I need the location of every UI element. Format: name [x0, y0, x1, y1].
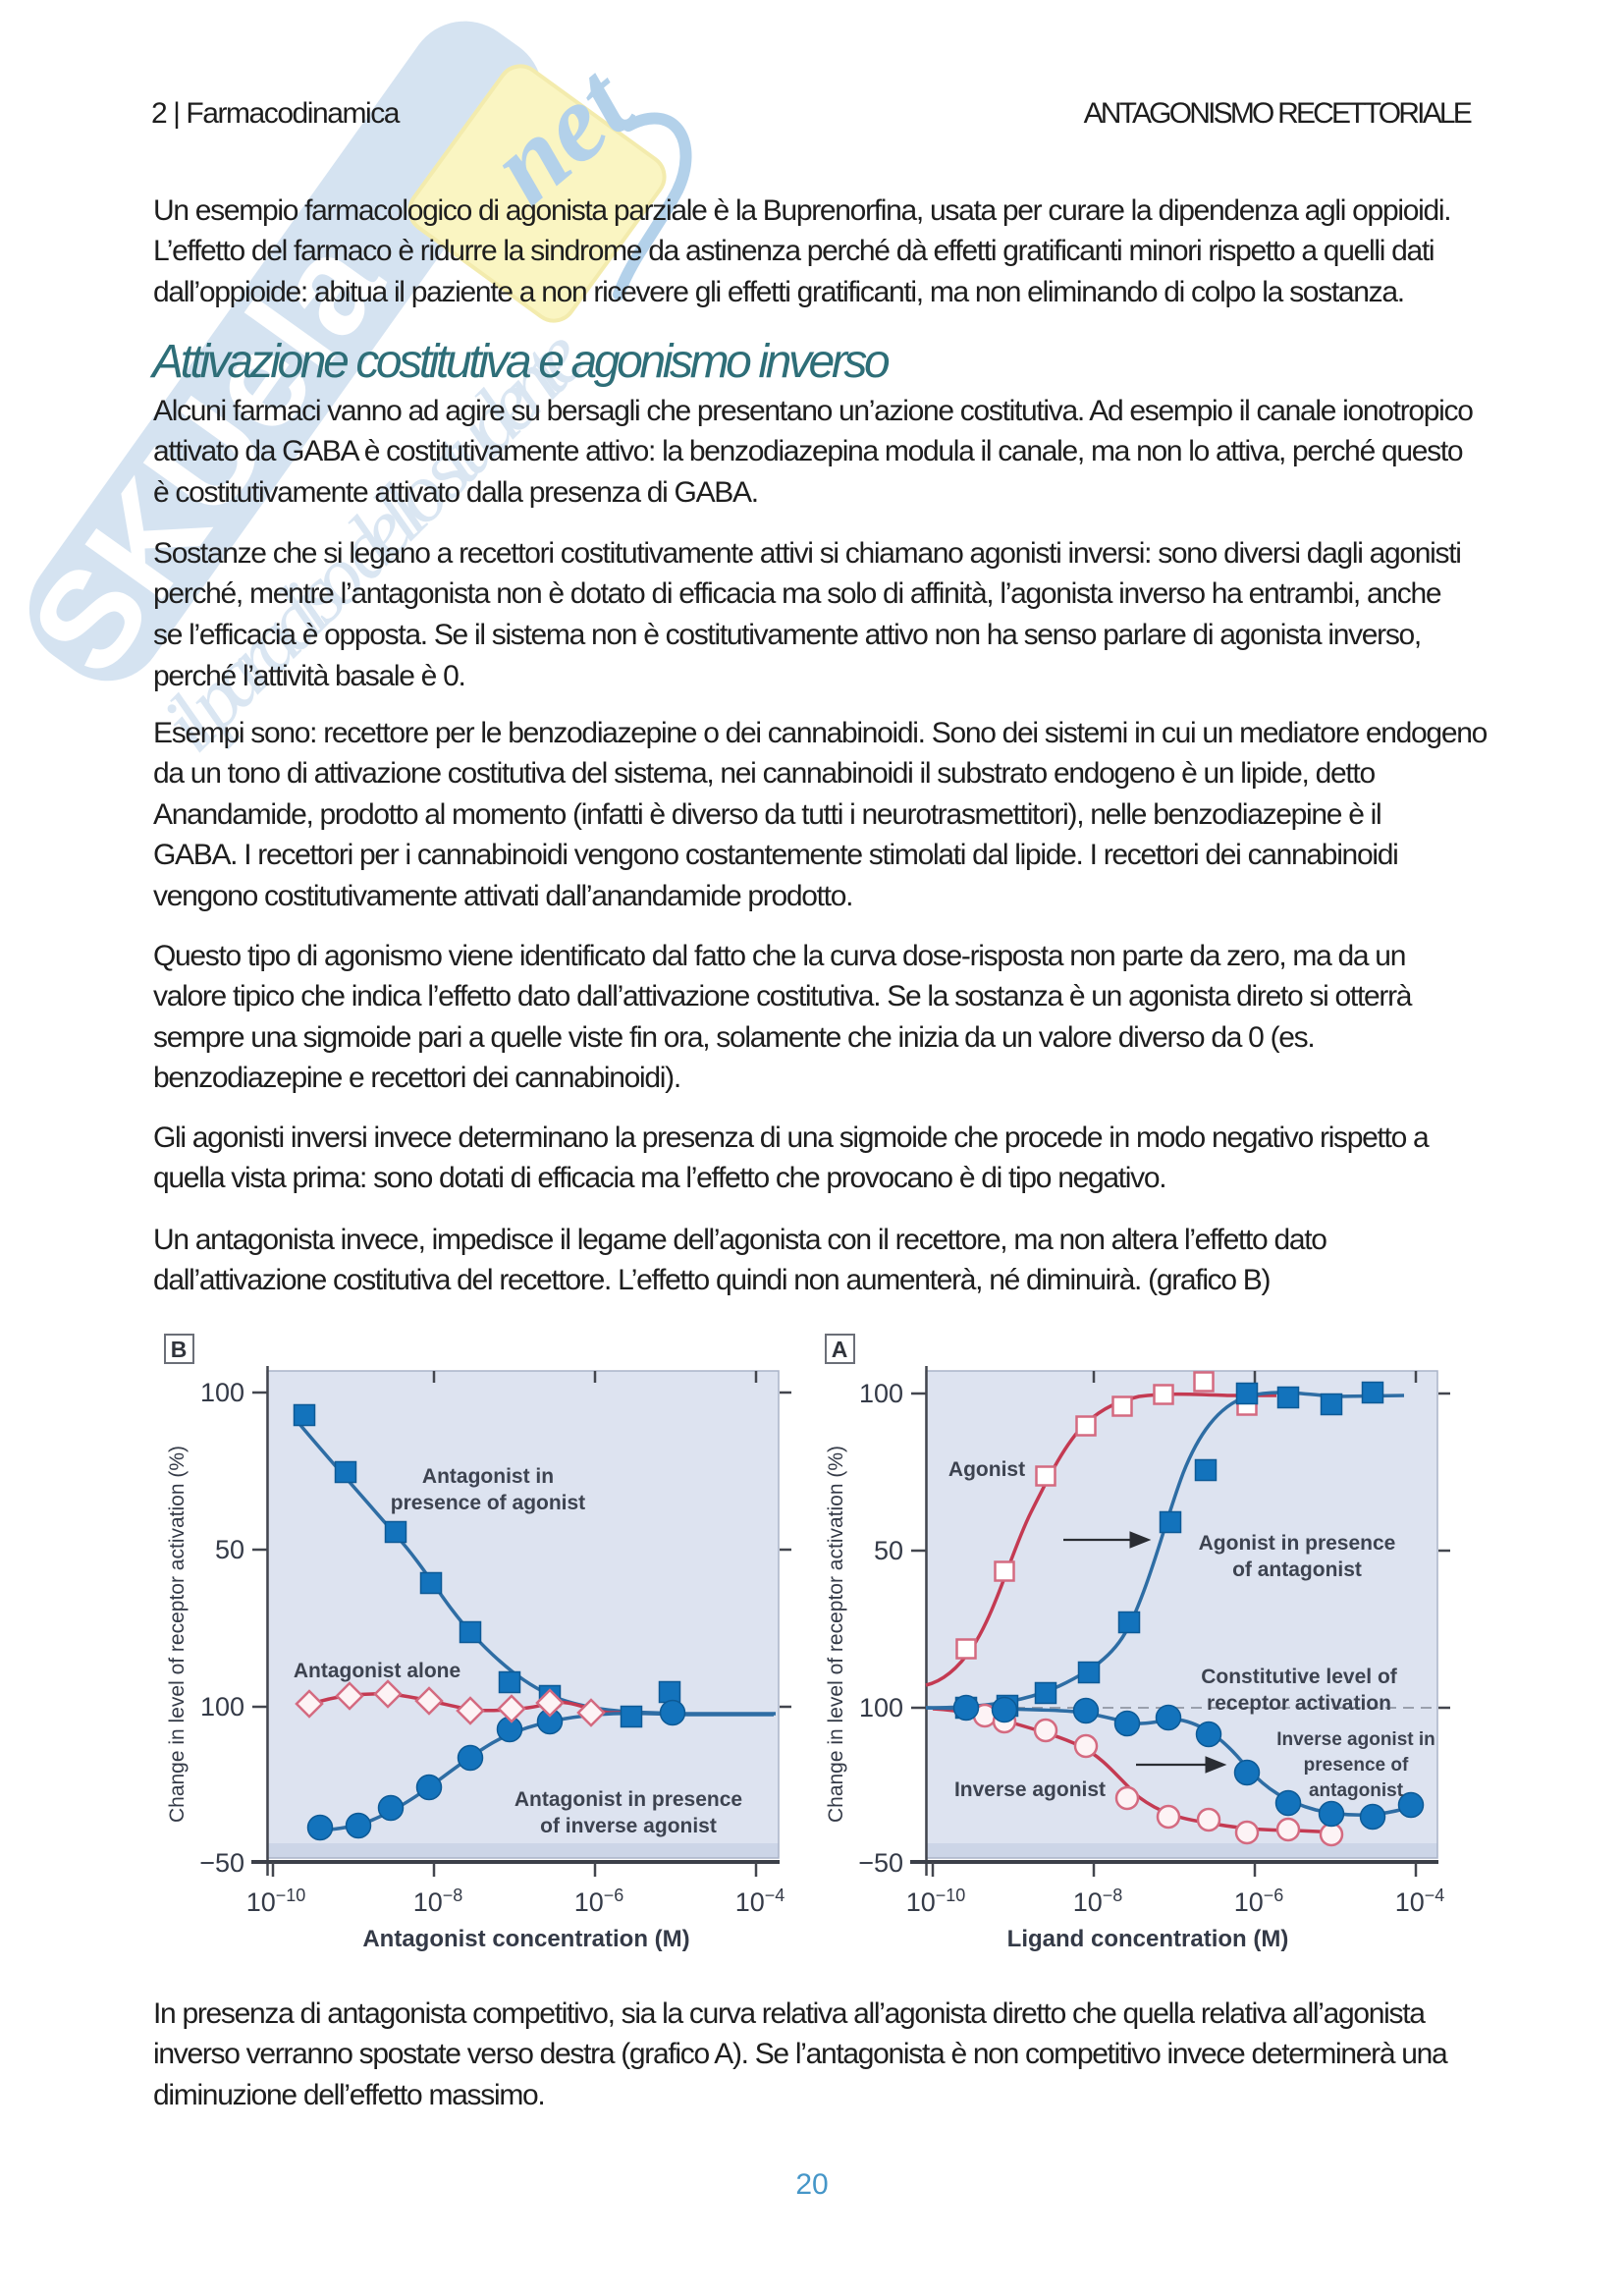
svg-text:10−4: 10−4 — [1395, 1886, 1445, 1917]
svg-text:100: 100 — [200, 1692, 244, 1722]
svg-text:A: A — [832, 1337, 848, 1362]
svg-text:−50: −50 — [858, 1848, 903, 1878]
svg-text:Antagonist in: Antagonist in — [422, 1465, 554, 1488]
svg-text:10−8: 10−8 — [413, 1886, 463, 1917]
svg-text:receptor activation: receptor activation — [1207, 1692, 1391, 1715]
svg-text:10−10: 10−10 — [246, 1886, 306, 1917]
svg-text:100: 100 — [859, 1379, 903, 1408]
svg-text:Change in level of receptor ac: Change in level of receptor activation (… — [825, 1446, 847, 1823]
svg-text:antagonist: antagonist — [1309, 1780, 1404, 1801]
svg-text:Ligand concentration (M): Ligand concentration (M) — [1007, 1926, 1289, 1952]
svg-text:Antagonist concentration (M): Antagonist concentration (M) — [362, 1926, 689, 1952]
svg-text:50: 50 — [874, 1536, 903, 1565]
svg-text:Inverse agonist in: Inverse agonist in — [1276, 1729, 1435, 1750]
svg-text:−50: −50 — [199, 1848, 244, 1878]
svg-text:10−8: 10−8 — [1073, 1886, 1123, 1917]
svg-text:presence of agonist: presence of agonist — [391, 1492, 585, 1514]
svg-text:Constitutive level of: Constitutive level of — [1201, 1666, 1398, 1688]
svg-text:50: 50 — [215, 1535, 244, 1564]
svg-text:10−6: 10−6 — [574, 1886, 624, 1917]
svg-text:10−4: 10−4 — [735, 1886, 785, 1917]
svg-text:of antagonist: of antagonist — [1232, 1558, 1362, 1581]
svg-text:B: B — [171, 1337, 188, 1362]
svg-text:of inverse agonist: of inverse agonist — [540, 1815, 717, 1837]
svg-text:100: 100 — [859, 1693, 903, 1722]
svg-text:Antagonist alone: Antagonist alone — [294, 1660, 460, 1682]
svg-text:Inverse agonist: Inverse agonist — [954, 1778, 1106, 1801]
svg-text:presence of: presence of — [1304, 1755, 1409, 1776]
svg-text:Antagonist in presence: Antagonist in presence — [514, 1788, 742, 1811]
svg-text:Agonist: Agonist — [948, 1458, 1025, 1481]
svg-text:100: 100 — [200, 1378, 244, 1407]
svg-text:Agonist in presence: Agonist in presence — [1199, 1532, 1396, 1555]
svg-text:Change in level of receptor ac: Change in level of receptor activation (… — [166, 1446, 189, 1823]
svg-text:10−6: 10−6 — [1234, 1886, 1284, 1917]
svg-text:10−10: 10−10 — [906, 1886, 966, 1917]
